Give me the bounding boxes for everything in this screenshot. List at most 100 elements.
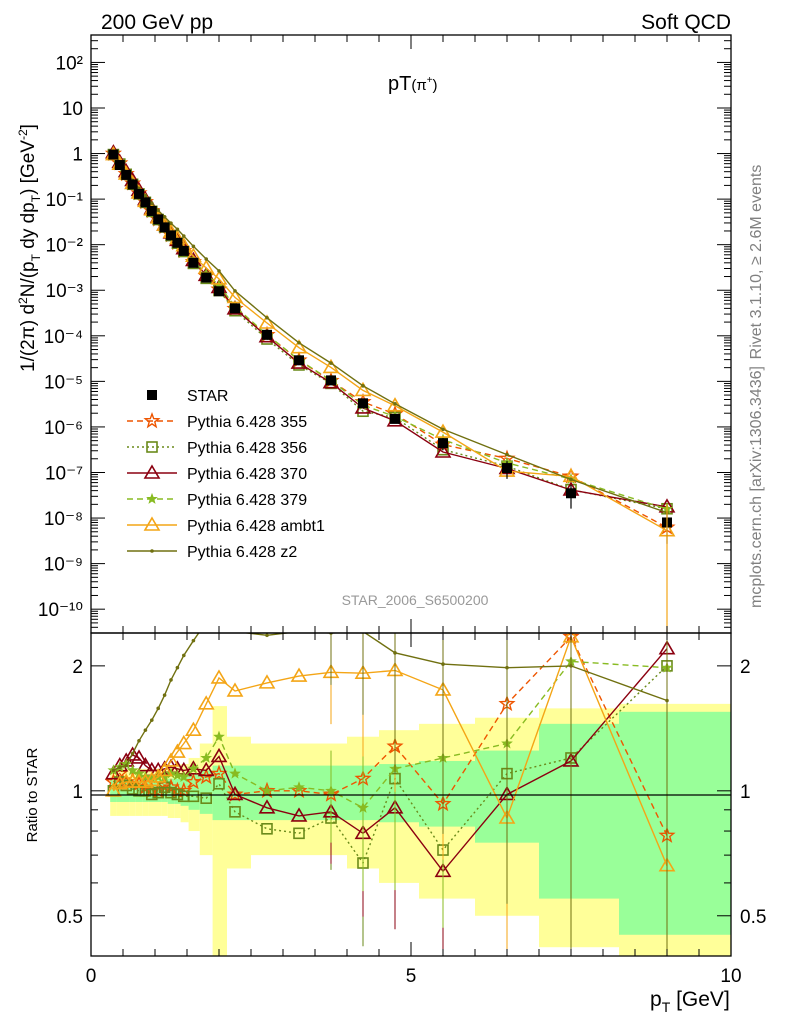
main-marker-z2: [505, 452, 509, 457]
main-series-group: [104, 144, 676, 633]
side-text-bottom: mcplots.cern.ch [arXiv:1306.3436]: [748, 366, 765, 608]
ratio-marker-p370: [210, 747, 228, 763]
ratio-marker-z2: [665, 698, 669, 703]
star-point: [153, 214, 164, 225]
ratio-marker-z2: [124, 763, 128, 768]
star-point: [294, 355, 304, 366]
ratio-marker-ambt1: [210, 669, 228, 684]
ratio-y-tick-label-left: 0.5: [57, 907, 83, 928]
main-marker-z2: [191, 244, 196, 249]
star-point: [166, 230, 176, 241]
band-inner: [142, 780, 149, 802]
ratio-marker-p379: [187, 762, 200, 774]
ratio-marker-z2: [130, 751, 135, 756]
ratio-marker-p379: [293, 781, 305, 793]
ratio-series-group: [104, 603, 676, 956]
ratio-marker-z2: [150, 718, 154, 722]
ratio-marker-p370: [197, 761, 215, 777]
ratio-marker-ambt1: [226, 682, 244, 697]
ratio-marker-p379: [200, 751, 213, 763]
ratio-marker-ambt1: [156, 761, 173, 777]
ratio-marker-p379: [229, 767, 241, 779]
ratio-marker-p370: [124, 746, 141, 761]
main-y-tick-label: 10⁻⁴: [44, 327, 83, 348]
band-inner: [539, 723, 619, 899]
ratio-marker-p355: [290, 781, 308, 799]
band-inner: [155, 780, 162, 802]
ratio-marker-z2: [265, 633, 269, 638]
star-point: [214, 286, 224, 297]
x-tick-label: 0: [86, 966, 97, 987]
star-point: [358, 398, 368, 409]
ratio-marker-p356: [200, 792, 212, 804]
ratio-marker-p370: [105, 765, 122, 780]
ratio-marker-p379: [177, 770, 190, 782]
ratio-y-tick-label-left: 2: [72, 657, 83, 678]
ratio-marker-p356: [187, 790, 200, 803]
main-marker-z2: [265, 315, 269, 320]
ratio-marker-p356: [229, 806, 241, 818]
star-point: [140, 197, 151, 208]
star-point: [172, 237, 183, 248]
legend-label-p356: Pythia 6.428 356: [187, 440, 307, 457]
star-point: [134, 188, 144, 199]
ratio-marker-ambt1: [111, 775, 129, 790]
ratio-marker-z2: [111, 768, 116, 773]
ratio-marker-z2: [118, 765, 122, 770]
ratio-marker-p356: [293, 827, 305, 840]
main-marker-z2: [204, 257, 208, 261]
main-marker-z2: [150, 201, 154, 205]
ratio-marker-p370: [226, 785, 244, 801]
ratio-marker-z2: [569, 664, 573, 668]
ratio-marker-ambt1: [143, 771, 161, 787]
star-point: [121, 169, 132, 180]
axes-ticks: 0 5 10 10⁻¹⁰ 10⁻⁹ 10⁻⁸ 10⁻⁷ 10⁻⁶ 10⁻⁵ 10⁻⁴ 10⁻³ 10⁻…: [38, 34, 766, 987]
main-marker-z2: [169, 221, 173, 226]
star-point: [201, 272, 212, 283]
band-inner: [167, 778, 175, 804]
ratio-marker-ambt1: [162, 752, 180, 767]
ratio-marker-p355: [184, 772, 203, 790]
star-point: [188, 257, 199, 268]
ratio-marker-z2: [393, 651, 397, 655]
ratio-y-axis-label: Ratio to STAR: [24, 747, 41, 842]
ratio-marker-ambt1: [137, 773, 154, 788]
main-marker-z2: [441, 427, 445, 432]
header-left: 200 GeV pp: [101, 11, 213, 34]
main-marker-z2: [569, 477, 573, 482]
main-marker-z2: [156, 208, 160, 213]
ratio-marker-z2: [182, 653, 186, 658]
main-marker-ambt1: [354, 381, 372, 397]
band-inner: [283, 765, 315, 821]
band-inner: [129, 780, 136, 802]
ratio-marker-p356: [213, 777, 225, 790]
ratio-marker-ambt1: [169, 743, 186, 758]
band-inner: [148, 780, 155, 802]
main-marker-ambt1: [258, 314, 276, 329]
main-y-tick-label: 10⁻⁵: [44, 372, 83, 393]
star-point: [390, 413, 400, 424]
ratio-marker-ambt1: [258, 674, 276, 689]
ratio-marker-z2: [175, 665, 180, 670]
main-marker-z2: [297, 341, 301, 345]
main-marker-p370: [434, 443, 452, 458]
ratio-marker-ambt1: [105, 782, 122, 797]
main-marker-z2: [182, 234, 186, 238]
plot-title: pT(π+): [388, 73, 438, 95]
legend-label-ambt1: Pythia 6.428 ambt1: [187, 518, 325, 535]
main-y-tick-label: 10⁻⁷: [45, 463, 83, 484]
ratio-marker-ambt1: [290, 667, 308, 682]
main-y-tick-label: 10⁻¹: [46, 190, 84, 211]
main-marker-z2: [233, 289, 237, 293]
legend-label-z2: Pythia 6.428 z2: [187, 544, 297, 561]
ratio-marker-p355: [226, 785, 244, 802]
main-marker-ambt1: [290, 339, 308, 354]
legend-marker-p355: [143, 411, 161, 429]
x-axis-label: pT [GeV]: [650, 988, 730, 1015]
main-marker-ambt1: [562, 467, 580, 483]
legend-label-p355: Pythia 6.428 355: [187, 414, 307, 431]
star-point: [438, 438, 448, 449]
ratio-marker-z2: [217, 603, 221, 607]
ratio-marker-p356: [120, 779, 132, 792]
